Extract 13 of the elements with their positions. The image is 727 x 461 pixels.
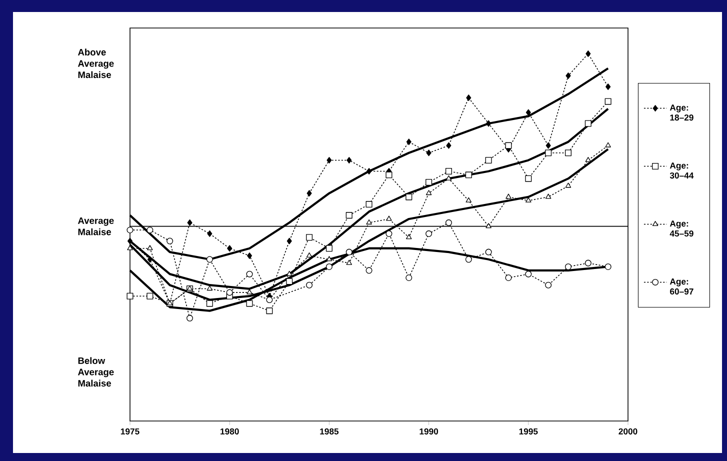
x-tick-label: 1990	[420, 428, 438, 434]
x-tick-label: 1985	[320, 428, 339, 434]
text: Above Average Malaise	[78, 48, 114, 78]
legend-label: Age: 18–29	[670, 104, 694, 121]
x-tick-label: 1975	[120, 428, 140, 434]
x-tick-label: 2000	[618, 428, 638, 434]
ref-line-label: Average Malaise	[78, 217, 114, 236]
x-tick-label: 1980	[220, 428, 239, 434]
x-tick-label: 1995	[519, 428, 538, 434]
legend-label: Age: 30–44	[670, 162, 694, 179]
legend-label: Age: 45–59	[670, 220, 694, 237]
text: Below Average Malaise	[78, 357, 114, 387]
legend-label: Age: 60–97	[670, 278, 694, 295]
